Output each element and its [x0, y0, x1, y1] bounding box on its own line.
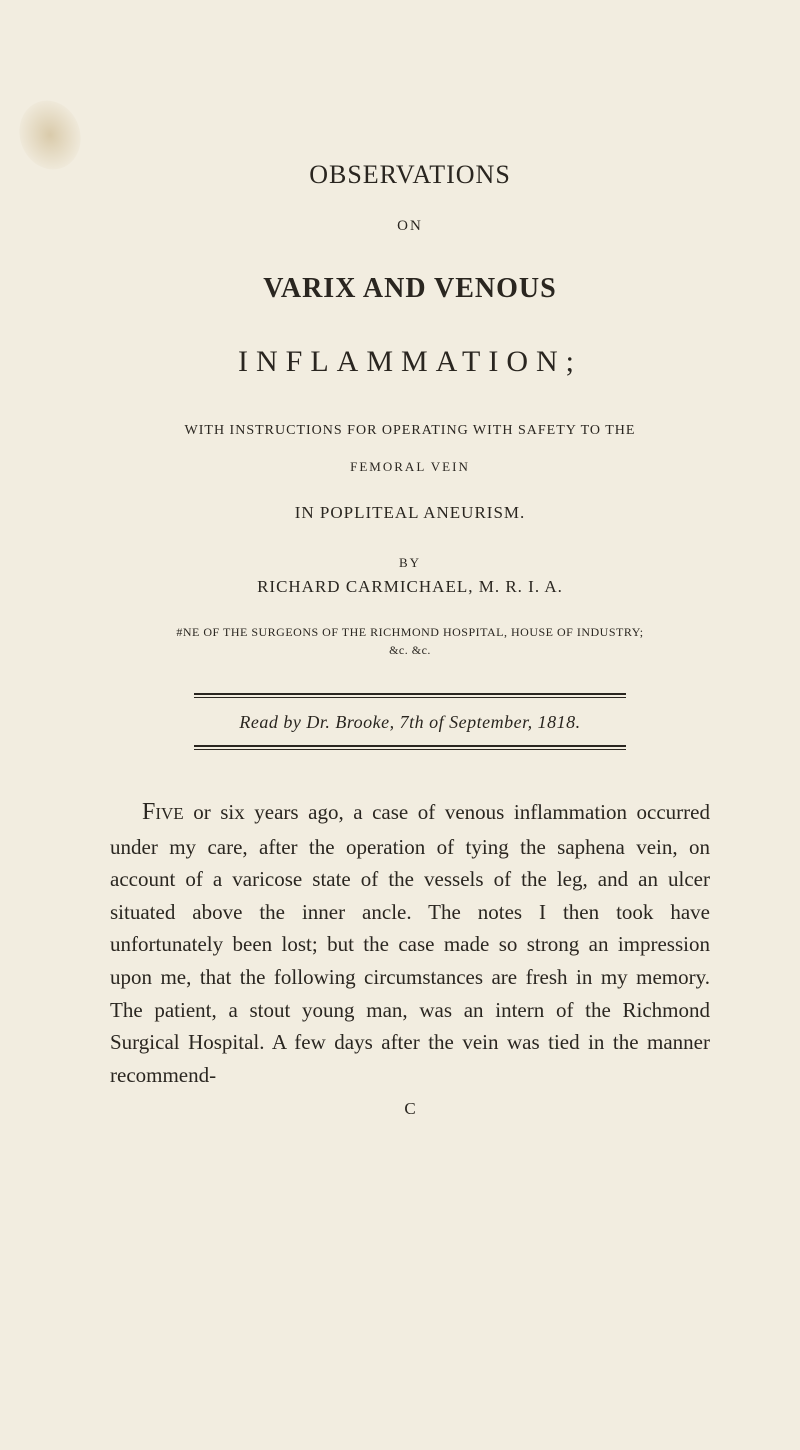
title-inflammation: INFLAMMATION; [110, 345, 710, 379]
credentials-line-1: #NE OF THE SURGEONS OF THE RICHMOND HOSP… [176, 625, 643, 639]
signature-mark: C [110, 1099, 710, 1119]
body-paragraph: Five or six years ago, a case of venous … [110, 794, 710, 1092]
author-name: RICHARD CARMICHAEL, M. R. I. A. [110, 577, 710, 597]
subtitle-femoral: FEMORAL VEIN [110, 459, 710, 475]
horizontal-rule-top [194, 693, 626, 698]
title-observations: OBSERVATIONS [110, 160, 710, 190]
title-varix: VARIX AND VENOUS [110, 273, 710, 305]
page-container: OBSERVATIONS ON VARIX AND VENOUS INFLAMM… [0, 0, 800, 1179]
by-label: BY [110, 555, 710, 571]
subtitle-popliteal: IN POPLITEAL ANEURISM. [110, 503, 710, 523]
title-on: ON [110, 218, 710, 235]
paragraph-text: or six years ago, a case of venous infla… [110, 800, 710, 1087]
read-by-line: Read by Dr. Brooke, 7th of September, 18… [110, 712, 710, 733]
first-word: Five [142, 799, 184, 825]
horizontal-rule-bottom [194, 745, 626, 750]
author-credentials: #NE OF THE SURGEONS OF THE RICHMOND HOSP… [110, 623, 710, 659]
title-block: OBSERVATIONS ON VARIX AND VENOUS INFLAMM… [110, 160, 710, 750]
subtitle-instructions: WITH INSTRUCTIONS FOR OPERATING WITH SAF… [110, 421, 710, 441]
credentials-line-2: &c. &c. [389, 643, 431, 657]
